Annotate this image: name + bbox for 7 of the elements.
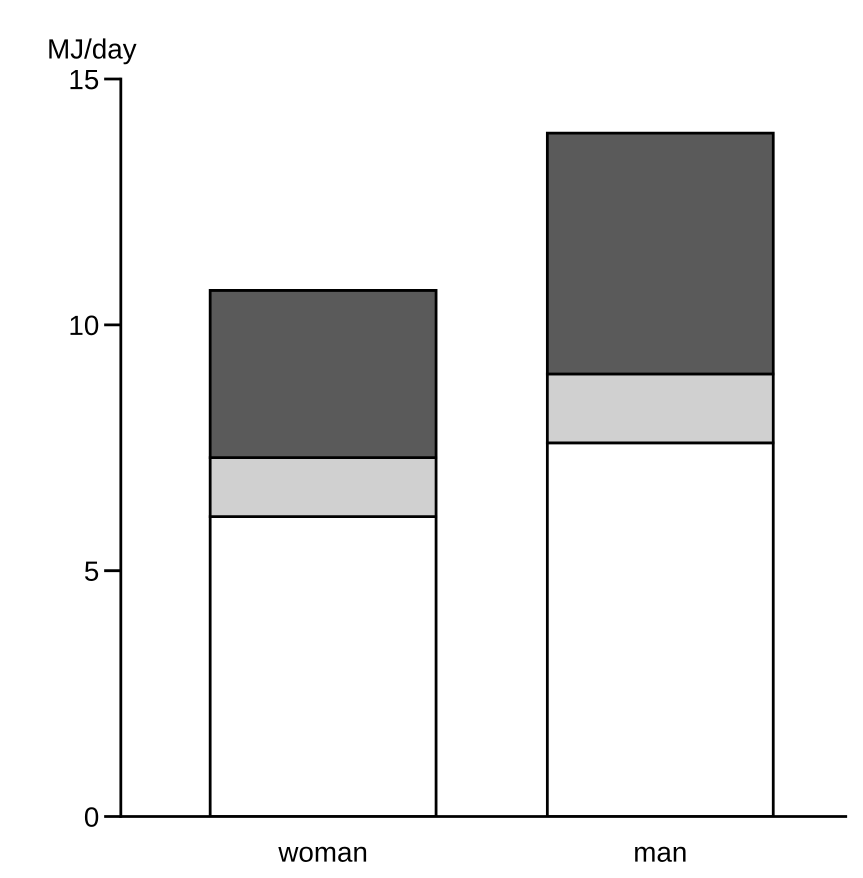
y-axis-title: MJ/day bbox=[49, 38, 137, 64]
y-tick-label: 0 bbox=[84, 807, 98, 827]
y-tick-label: 5 bbox=[84, 562, 98, 582]
y-tick-label: 10 bbox=[70, 316, 98, 336]
y-tick-label: 15 bbox=[70, 70, 98, 90]
x-tick-label: woman bbox=[278, 846, 366, 862]
x-tick-label: man bbox=[635, 846, 686, 862]
